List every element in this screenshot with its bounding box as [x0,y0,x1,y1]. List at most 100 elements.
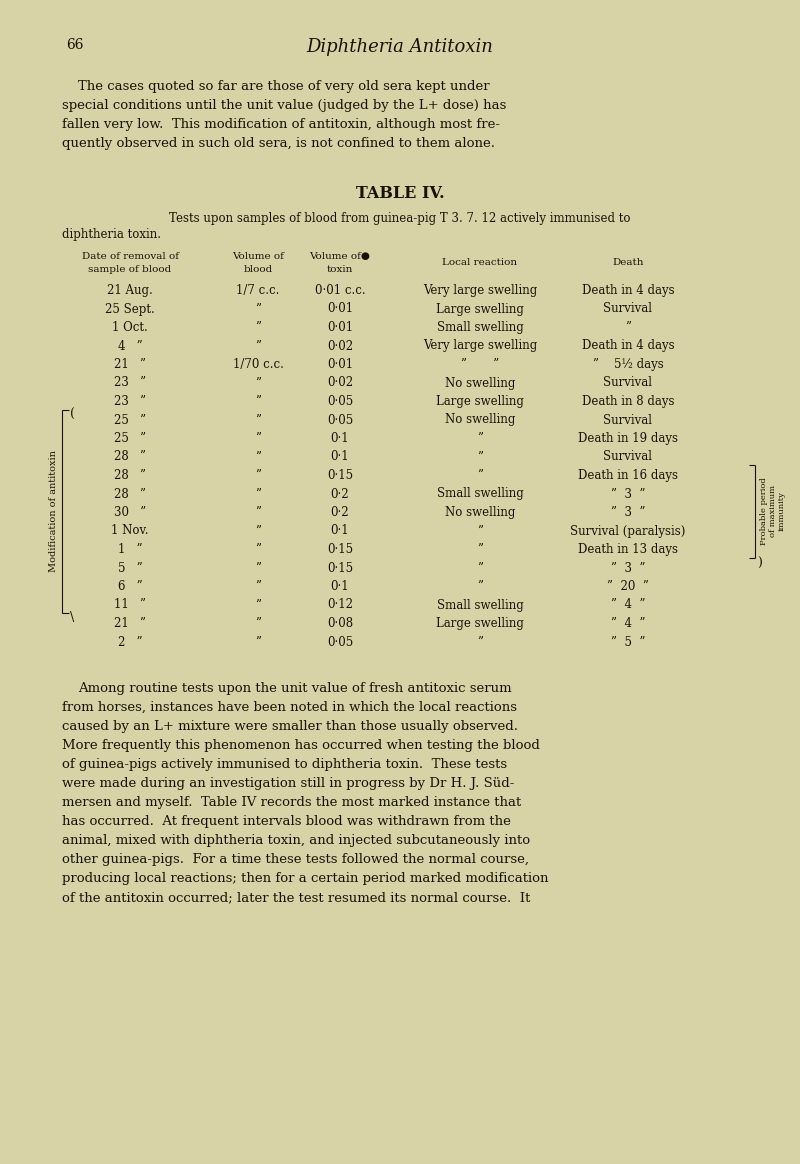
Text: Large swelling: Large swelling [436,303,524,315]
Text: 25   ”: 25 ” [114,413,146,426]
Text: \: \ [70,611,74,624]
Text: Survival (paralysis): Survival (paralysis) [570,525,686,538]
Text: Small swelling: Small swelling [437,321,523,334]
Text: ”: ” [255,432,261,445]
Text: Small swelling: Small swelling [437,598,523,611]
Text: 0·12: 0·12 [327,598,353,611]
Text: of the antitoxin occurred; later the test resumed its normal course.  It: of the antitoxin occurred; later the tes… [62,890,530,904]
Text: 28   ”: 28 ” [114,488,146,501]
Text: Among routine tests upon the unit value of fresh antitoxic serum: Among routine tests upon the unit value … [78,682,512,695]
Text: 1 Nov.: 1 Nov. [111,525,149,538]
Text: Death in 4 days: Death in 4 days [582,284,674,297]
Text: No swelling: No swelling [445,376,515,390]
Text: Death in 19 days: Death in 19 days [578,432,678,445]
Text: ”  3  ”: ” 3 ” [610,506,646,519]
Text: Volume of: Volume of [232,251,284,261]
Text: Death in 4 days: Death in 4 days [582,340,674,353]
Text: special conditions until the unit value (judged by the L+ dose) has: special conditions until the unit value … [62,99,506,112]
Text: 23   ”: 23 ” [114,395,146,409]
Text: 0·05: 0·05 [327,413,353,426]
Text: ”: ” [255,542,261,556]
Text: Small swelling: Small swelling [437,488,523,501]
Text: ”: ” [255,469,261,482]
Text: fallen very low.  This modification of antitoxin, although most fre-: fallen very low. This modification of an… [62,118,500,132]
Text: 23   ”: 23 ” [114,376,146,390]
Text: The cases quoted so far are those of very old sera kept under: The cases quoted so far are those of ver… [78,80,490,93]
Text: of guinea-pigs actively immunised to diphtheria toxin.  These tests: of guinea-pigs actively immunised to dip… [62,758,507,771]
Text: 1/70 c.c.: 1/70 c.c. [233,359,283,371]
Text: 4   ”: 4 ” [118,340,142,353]
Text: Survival: Survival [603,376,653,390]
Text: ”  5  ”: ” 5 ” [610,636,646,648]
Text: 5   ”: 5 ” [118,561,142,575]
Text: 0·1: 0·1 [330,450,350,463]
Text: 1/7 c.c.: 1/7 c.c. [236,284,280,297]
Text: 0·02: 0·02 [327,340,353,353]
Text: ”: ” [255,376,261,390]
Text: Very large swelling: Very large swelling [423,340,537,353]
Text: diphtheria toxin.: diphtheria toxin. [62,228,161,241]
Text: Probable period
of maximum
immunity: Probable period of maximum immunity [760,477,786,545]
Text: More frequently this phenomenon has occurred when testing the blood: More frequently this phenomenon has occu… [62,739,540,752]
Text: 0·01: 0·01 [327,303,353,315]
Text: ”: ” [255,598,261,611]
Text: ”: ” [255,636,261,648]
Text: 0·1: 0·1 [330,525,350,538]
Text: Survival: Survival [603,413,653,426]
Text: ”: ” [477,580,483,592]
Text: 1   ”: 1 ” [118,542,142,556]
Text: 0·1: 0·1 [330,580,350,592]
Text: 1 Oct.: 1 Oct. [112,321,148,334]
Text: 28   ”: 28 ” [114,469,146,482]
Text: ”: ” [477,561,483,575]
Text: ”: ” [255,488,261,501]
Text: toxin: toxin [327,265,353,274]
Text: 2   ”: 2 ” [118,636,142,648]
Text: Death: Death [612,258,644,267]
Text: 0·01: 0·01 [327,359,353,371]
Text: 0·01: 0·01 [327,321,353,334]
Text: ”: ” [477,525,483,538]
Text: ”  4  ”: ” 4 ” [610,617,646,630]
Text: 25 Sept.: 25 Sept. [105,303,155,315]
Text: ”    5½ days: ” 5½ days [593,359,663,371]
Text: producing local reactions; then for a certain period marked modification: producing local reactions; then for a ce… [62,872,549,885]
Text: animal, mixed with diphtheria toxin, and injected subcutaneously into: animal, mixed with diphtheria toxin, and… [62,833,530,847]
Text: quently observed in such old sera, is not confined to them alone.: quently observed in such old sera, is no… [62,137,495,150]
Text: Volume of●: Volume of● [310,251,370,261]
Text: ”: ” [477,469,483,482]
Text: has occurred.  At frequent intervals blood was withdrawn from the: has occurred. At frequent intervals bloo… [62,815,511,828]
Text: ”: ” [477,636,483,648]
Text: 21   ”: 21 ” [114,617,146,630]
Text: blood: blood [243,265,273,274]
Text: No swelling: No swelling [445,413,515,426]
Text: Survival: Survival [603,303,653,315]
Text: ”: ” [477,542,483,556]
Text: Local reaction: Local reaction [442,258,518,267]
Text: 0·05: 0·05 [327,395,353,409]
Text: Death in 8 days: Death in 8 days [582,395,674,409]
Text: ”: ” [255,561,261,575]
Text: (: ( [70,407,75,420]
Text: were made during an investigation still in progress by Dr H. J. Süd-: were made during an investigation still … [62,778,514,790]
Text: 30   ”: 30 ” [114,506,146,519]
Text: ”: ” [255,617,261,630]
Text: No swelling: No swelling [445,506,515,519]
Text: ”  3  ”: ” 3 ” [610,488,646,501]
Text: 28   ”: 28 ” [114,450,146,463]
Text: ”: ” [255,321,261,334]
Text: 0·2: 0·2 [330,506,350,519]
Text: Death in 16 days: Death in 16 days [578,469,678,482]
Text: Diphtheria Antitoxin: Diphtheria Antitoxin [306,38,494,56]
Text: ”: ” [625,321,631,334]
Text: 0·01 c.c.: 0·01 c.c. [314,284,366,297]
Text: 0·15: 0·15 [327,469,353,482]
Text: ”: ” [255,413,261,426]
Text: other guinea-pigs.  For a time these tests followed the normal course,: other guinea-pigs. For a time these test… [62,853,529,866]
Text: ”: ” [255,506,261,519]
Text: Large swelling: Large swelling [436,617,524,630]
Text: 0·08: 0·08 [327,617,353,630]
Text: 0·05: 0·05 [327,636,353,648]
Text: ”: ” [255,525,261,538]
Text: 21   ”: 21 ” [114,359,146,371]
